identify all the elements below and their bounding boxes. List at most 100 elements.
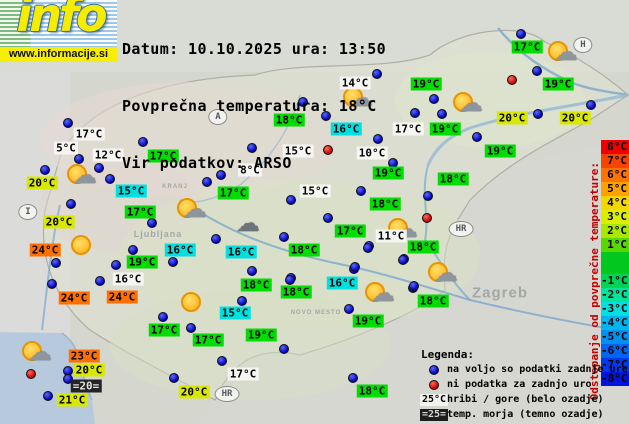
blue-dot-icon [94, 163, 104, 173]
logo-site-url[interactable]: www.informacije.si [0, 47, 117, 62]
station-dot-blue [533, 109, 543, 119]
station-dot-blue [40, 165, 50, 175]
temp-label: 19°C [542, 77, 574, 91]
station-dot-blue [423, 191, 433, 201]
sun-shape [67, 164, 87, 184]
blue-dot-icon [279, 344, 289, 354]
station-dot-blue [95, 276, 105, 286]
temp-label: 18°C [407, 240, 439, 254]
blue-dot-icon [158, 312, 168, 322]
station-dot-blue [285, 275, 295, 285]
temp-label: 24°C [58, 291, 90, 305]
temp-label: 18°C [369, 197, 401, 211]
station-dot-red [507, 75, 517, 85]
sun-cloud-icon: ☁ [175, 195, 209, 224]
station-dot-blue [410, 108, 420, 118]
scale-band[interactable]: 2°C [601, 224, 629, 238]
blue-dot-icon [43, 391, 53, 401]
station-dot-blue [138, 137, 148, 147]
station-dot-blue [43, 391, 53, 401]
sun-cloud-icon: ☁ [426, 260, 460, 288]
scale-band[interactable]: -2°C [601, 288, 629, 302]
sun-cloud-icon: ☁ [65, 162, 99, 190]
station-dot-blue [344, 304, 354, 314]
sea-temp-badge: =25= [419, 408, 449, 421]
temp-label: 16°C [326, 276, 358, 290]
temp-label: 19°C [245, 328, 277, 342]
legend-item-text: hribi / gore (belo ozadje) [447, 394, 604, 405]
blue-dot-icon [247, 143, 257, 153]
scale-band[interactable]: 4°C [601, 196, 629, 210]
scale-band[interactable]: -8°C [601, 372, 629, 386]
station-dot-blue [279, 344, 289, 354]
blue-dot-icon [298, 97, 308, 107]
station-dot-blue [247, 266, 257, 276]
scale-band[interactable]: -3°C [601, 302, 629, 316]
station-dot-blue [409, 281, 419, 291]
blue-dot-icon [321, 111, 331, 121]
temp-label: 11°C [375, 229, 407, 243]
scale-band[interactable]: 3°C [601, 210, 629, 224]
scale-band[interactable]: 8°C [601, 140, 629, 154]
temp-label: 8°C [238, 163, 262, 177]
blue-dot-icon [409, 281, 419, 291]
temp-label: 20°C [26, 176, 58, 190]
scale-band[interactable]: 6°C [601, 168, 629, 182]
temp-label: 15°C [219, 306, 251, 320]
blue-dot-icon [398, 255, 408, 265]
legend-item: 25°C hribi / gore (belo ozadje) [419, 392, 629, 407]
header-source-line: Vir podatkov: ARSO [122, 154, 292, 172]
temp-label: 24°C [29, 243, 61, 257]
temp-label: 19°C [372, 166, 404, 180]
road-sign: HR [214, 386, 240, 402]
blue-dot-icon [51, 258, 61, 268]
temp-label: 20°C [178, 385, 210, 399]
blue-dot-icon [202, 177, 212, 187]
legend-item: =25= temp. morja (temno ozadje) [419, 407, 629, 422]
station-dot-blue [158, 312, 168, 322]
blue-dot-icon [350, 262, 360, 272]
blue-dot-icon [211, 234, 221, 244]
station-dot-blue [586, 100, 596, 110]
blue-dot-icon [348, 373, 358, 383]
temp-label: 19°C [352, 314, 384, 328]
temp-label: 23°C [68, 349, 100, 363]
scale-band[interactable]: -1°C [601, 274, 629, 288]
blue-dot-icon [279, 232, 289, 242]
temp-label: 20°C [496, 111, 528, 125]
station-dot-blue [202, 177, 212, 187]
temp-label: 17°C [124, 205, 156, 219]
site-logo[interactable]: info www.informacije.si [0, 0, 117, 62]
station-dot-blue [94, 163, 104, 173]
legend-item-text: na voljo so podatki zadnje ure [447, 364, 628, 375]
station-dot-blue [348, 373, 358, 383]
header-avg-temp-line: Povprečna temperatura: 18°C [122, 97, 377, 115]
blue-dot-icon [423, 191, 433, 201]
scale-band[interactable]: 5°C [601, 182, 629, 196]
temp-label: 17°C [148, 323, 180, 337]
sun-shape [181, 292, 201, 312]
scale-band[interactable]: 7°C [601, 154, 629, 168]
station-dot-blue [186, 323, 196, 333]
temp-label: 14°C [339, 76, 371, 90]
scale-band[interactable]: -7°C [601, 358, 629, 372]
scale-band[interactable]: 1°C [601, 238, 629, 252]
legend-marker: =25= [419, 408, 449, 421]
station-dot-blue [147, 218, 157, 228]
temp-label: 19°C [410, 77, 442, 91]
scale-band[interactable] [601, 252, 629, 274]
blue-dot-icon [111, 260, 121, 270]
scale-band[interactable]: -5°C [601, 330, 629, 344]
legend-item: ni podatka za zadnjo uro [421, 377, 629, 392]
station-dot-blue [247, 143, 257, 153]
temp-label: 17°C [334, 224, 366, 238]
sun-shape [177, 198, 197, 218]
blue-dot-icon [217, 356, 227, 366]
cloud-shape: ☁ [183, 195, 207, 223]
scale-band[interactable]: -4°C [601, 316, 629, 330]
city-label: NOVO MESTO [290, 310, 342, 316]
city-label: KRANJ [162, 184, 188, 190]
sun-shape [428, 262, 448, 282]
blue-dot-icon [63, 118, 73, 128]
scale-band[interactable]: -6°C [601, 344, 629, 358]
